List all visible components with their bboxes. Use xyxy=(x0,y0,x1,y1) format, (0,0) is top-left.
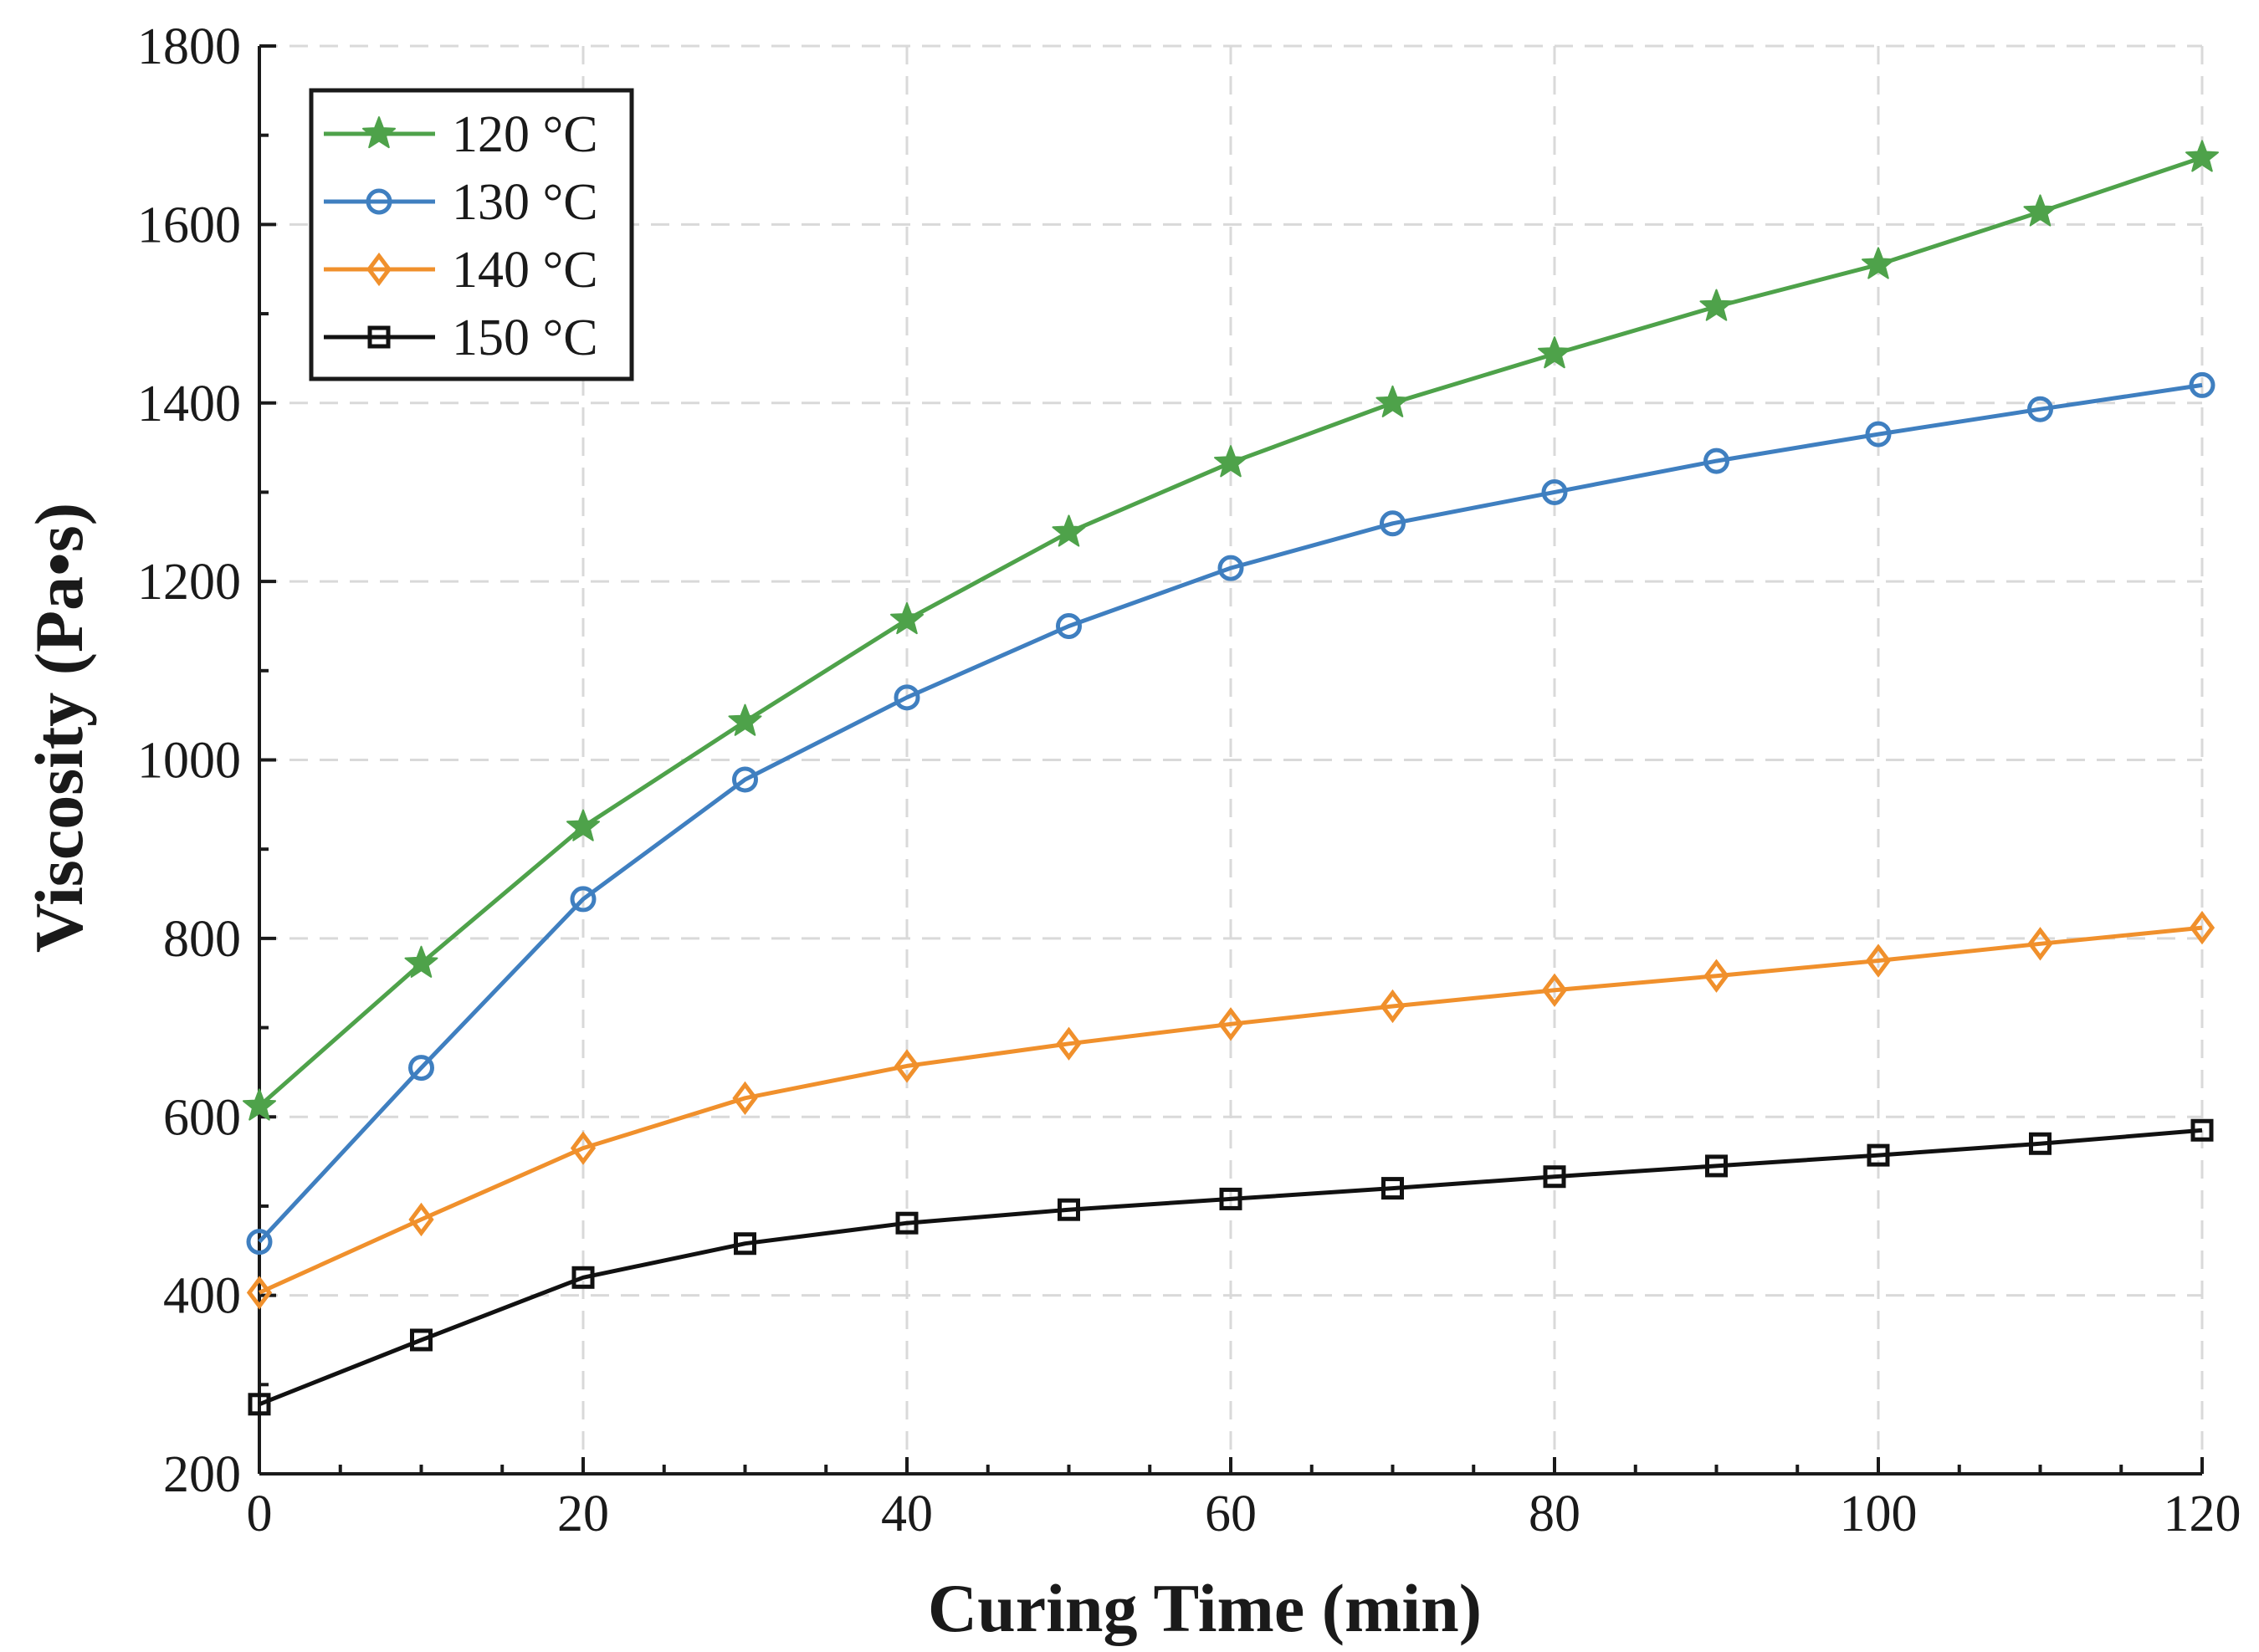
data-point xyxy=(1865,421,1892,448)
data-point xyxy=(1541,973,1568,1007)
series-star-group xyxy=(243,140,2219,1121)
data-point xyxy=(246,1229,273,1256)
legend-label: 150 °C xyxy=(452,309,598,366)
data-point xyxy=(728,703,762,736)
legend-entry: 150 °C xyxy=(324,309,598,366)
x-tick-label: 0 xyxy=(247,1486,273,1542)
x-tick-label: 60 xyxy=(1205,1486,1257,1542)
data-point xyxy=(1056,612,1082,639)
data-point xyxy=(2190,1118,2214,1142)
data-point xyxy=(1052,514,1086,547)
data-point xyxy=(1703,448,1729,474)
data-point xyxy=(1380,989,1406,1024)
data-point xyxy=(1219,1187,1242,1210)
data-point xyxy=(1381,1177,1404,1200)
data-point xyxy=(2027,927,2053,961)
data-point xyxy=(2189,910,2215,945)
legend-label: 130 °C xyxy=(452,174,598,231)
data-point xyxy=(1865,944,1892,978)
data-point xyxy=(1058,1198,1080,1221)
grid xyxy=(259,44,2204,1474)
series-diamond-group xyxy=(246,910,2215,1310)
data-point xyxy=(1862,247,1895,279)
data-point xyxy=(246,1276,273,1310)
data-point xyxy=(1375,385,1410,417)
y-tick-label: 1800 xyxy=(137,18,241,75)
y-tick-label: 600 xyxy=(163,1089,241,1146)
legend-label: 120 °C xyxy=(452,106,598,163)
data-point xyxy=(2027,396,2053,422)
data-point xyxy=(243,1088,276,1121)
series-circle-group xyxy=(246,371,2215,1256)
data-point xyxy=(404,945,438,978)
x-tick-label: 100 xyxy=(1840,1486,1918,1542)
data-point xyxy=(1217,555,1244,581)
y-tick-label: 800 xyxy=(163,911,241,968)
legend: 120 °C 130 °C 140 °C 150 °C xyxy=(309,88,634,381)
y-axis-title: Viscosity (Pa•s) xyxy=(21,503,97,953)
legend-entry: 120 °C xyxy=(324,106,598,163)
data-point xyxy=(1543,1165,1566,1189)
series xyxy=(243,140,2219,1416)
data-point xyxy=(2023,194,2057,227)
data-point xyxy=(1214,445,1247,478)
legend-marker xyxy=(362,116,396,149)
data-point xyxy=(894,684,920,711)
x-tick-label: 80 xyxy=(1529,1486,1580,1542)
data-point xyxy=(570,1131,597,1165)
y-tick-label: 1600 xyxy=(137,197,241,253)
data-point xyxy=(1703,959,1729,993)
data-point xyxy=(894,1049,920,1083)
x-axis-title: Curing Time (min) xyxy=(928,1570,1482,1646)
axes: 0 20 40 60 80 100 120 200 400 600 800 1000 1200 1400 1… xyxy=(137,18,2241,1542)
data-point xyxy=(1705,1154,1728,1178)
data-point xyxy=(895,1211,919,1235)
data-point xyxy=(571,1266,595,1289)
legend-marker xyxy=(367,325,391,349)
series-line xyxy=(258,382,2203,1244)
data-point xyxy=(1867,1143,1890,1167)
y-tick-label: 200 xyxy=(163,1446,241,1503)
legend-label: 140 °C xyxy=(452,242,598,299)
data-point xyxy=(732,766,758,793)
y-tick-label: 1000 xyxy=(137,733,241,790)
data-point xyxy=(1541,478,1568,505)
series-line xyxy=(259,1128,2203,1407)
legend-box xyxy=(309,88,634,381)
data-point xyxy=(890,602,924,635)
x-tick-label: 120 xyxy=(2164,1486,2241,1542)
data-point xyxy=(570,886,597,913)
data-point xyxy=(2029,1132,2052,1155)
data-point xyxy=(732,1081,758,1116)
data-point xyxy=(1217,1007,1244,1041)
y-tick-label: 400 xyxy=(163,1268,241,1325)
x-tick-label: 20 xyxy=(557,1486,609,1542)
series-line xyxy=(258,925,2203,1295)
data-point xyxy=(410,1328,433,1352)
data-point xyxy=(2189,371,2215,398)
data-point xyxy=(408,1202,434,1237)
legend-marker xyxy=(366,188,392,215)
y-tick-label: 1400 xyxy=(137,376,241,432)
data-point xyxy=(408,1055,434,1082)
data-point xyxy=(1538,336,1571,369)
data-point xyxy=(1699,289,1734,321)
data-point xyxy=(1056,1026,1082,1061)
data-point xyxy=(734,1232,756,1256)
x-tick-label: 40 xyxy=(881,1486,933,1542)
data-point xyxy=(2185,140,2219,172)
y-tick-label: 1200 xyxy=(137,554,241,611)
legend-marker xyxy=(366,252,392,287)
legend-entry: 130 °C xyxy=(324,174,598,231)
data-point xyxy=(566,809,600,841)
series-square-group xyxy=(248,1118,2214,1416)
data-point xyxy=(248,1393,271,1416)
legend-entry: 140 °C xyxy=(324,242,598,299)
data-point xyxy=(1380,510,1406,537)
